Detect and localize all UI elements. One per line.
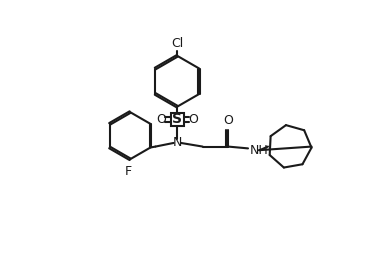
Text: O: O	[156, 113, 166, 126]
Text: S: S	[172, 112, 182, 126]
Text: N: N	[173, 136, 182, 149]
Text: S: S	[172, 112, 182, 126]
Text: NH: NH	[250, 144, 269, 157]
Text: Cl: Cl	[171, 37, 183, 50]
Bar	[171, 113, 184, 126]
Text: F: F	[125, 165, 132, 178]
Text: O: O	[189, 113, 199, 126]
Text: O: O	[223, 114, 233, 126]
